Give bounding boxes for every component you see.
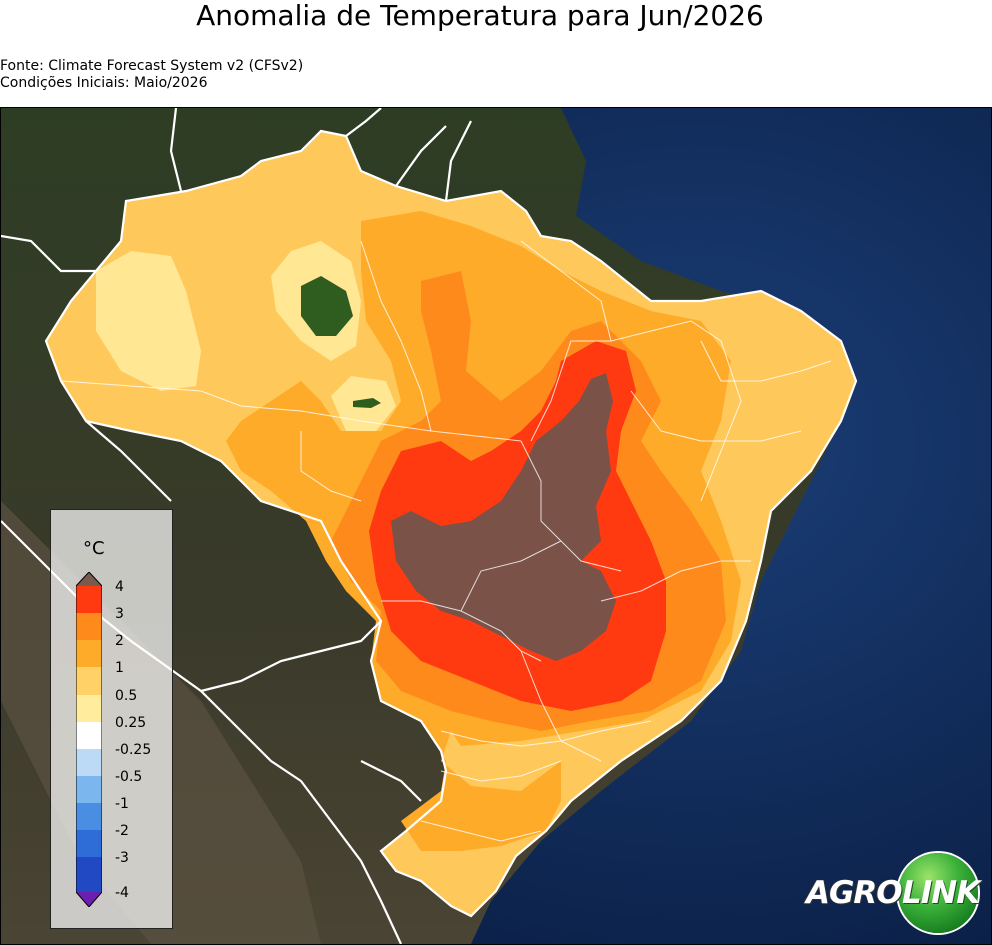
legend-band-05-1	[76, 667, 102, 695]
legend-label-m1: -1	[115, 796, 129, 812]
legend-band-m1-m2	[76, 803, 102, 830]
legend-band-025-05	[76, 695, 102, 722]
logo-text-link: LINK	[902, 875, 980, 911]
legend-label-m4: -4	[115, 885, 129, 901]
agrolink-logo: AGRO LINK	[806, 853, 982, 933]
legend-unit: °C	[83, 538, 105, 559]
legend-label-m3: -3	[115, 850, 129, 866]
legend-band-1-2	[76, 640, 102, 667]
legend-label-2: 2	[115, 633, 124, 649]
logo-circle	[898, 853, 978, 933]
legend-bottom-triangle	[76, 892, 102, 907]
anomaly-zone-below-central	[353, 398, 381, 408]
anomaly-zone-025-05-west	[96, 251, 201, 391]
legend-band-3-4	[76, 586, 102, 613]
anomaly-zone-below-north	[301, 276, 353, 336]
legend-band-neutral	[76, 722, 102, 749]
legend-top-triangle	[76, 572, 102, 586]
legend-colorbar	[76, 572, 102, 907]
legend-label-1: 1	[115, 660, 124, 676]
source-text: Fonte: Climate Forecast System v2 (CFSv2…	[0, 58, 304, 74]
map-subtitle: Fonte: Climate Forecast System v2 (CFSv2…	[0, 58, 303, 92]
state-borders	[60, 240, 832, 842]
legend-band-2-3	[76, 613, 102, 640]
anomaly-zone-above-4	[391, 373, 616, 661]
legend-band-m025-m05	[76, 749, 102, 776]
legend-label-3: 3	[115, 606, 124, 622]
logo-text-agro: AGRO	[806, 875, 903, 911]
legend-label-m2: -2	[115, 823, 129, 839]
map-title: Anomalia de Temperatura para Jun/2026	[196, 0, 764, 32]
legend-label-m0-25: -0.25	[115, 742, 152, 758]
legend-label-m0-5: -0.5	[115, 769, 143, 785]
legend-label-4: 4	[115, 579, 124, 595]
legend-band-m05-m1	[76, 776, 102, 803]
initial-conditions-text: Condições Iniciais: Maio/2026	[0, 75, 208, 91]
legend-band-m3-m4	[76, 857, 102, 892]
legend-band-m2-m3	[76, 830, 102, 857]
anomaly-zone-3-4-blob	[411, 481, 423, 501]
color-legend: °C 4 3 2 1 0.5 0	[50, 509, 173, 929]
legend-label-0-25: 0.25	[115, 715, 147, 731]
legend-label-0-5: 0.5	[115, 688, 138, 704]
